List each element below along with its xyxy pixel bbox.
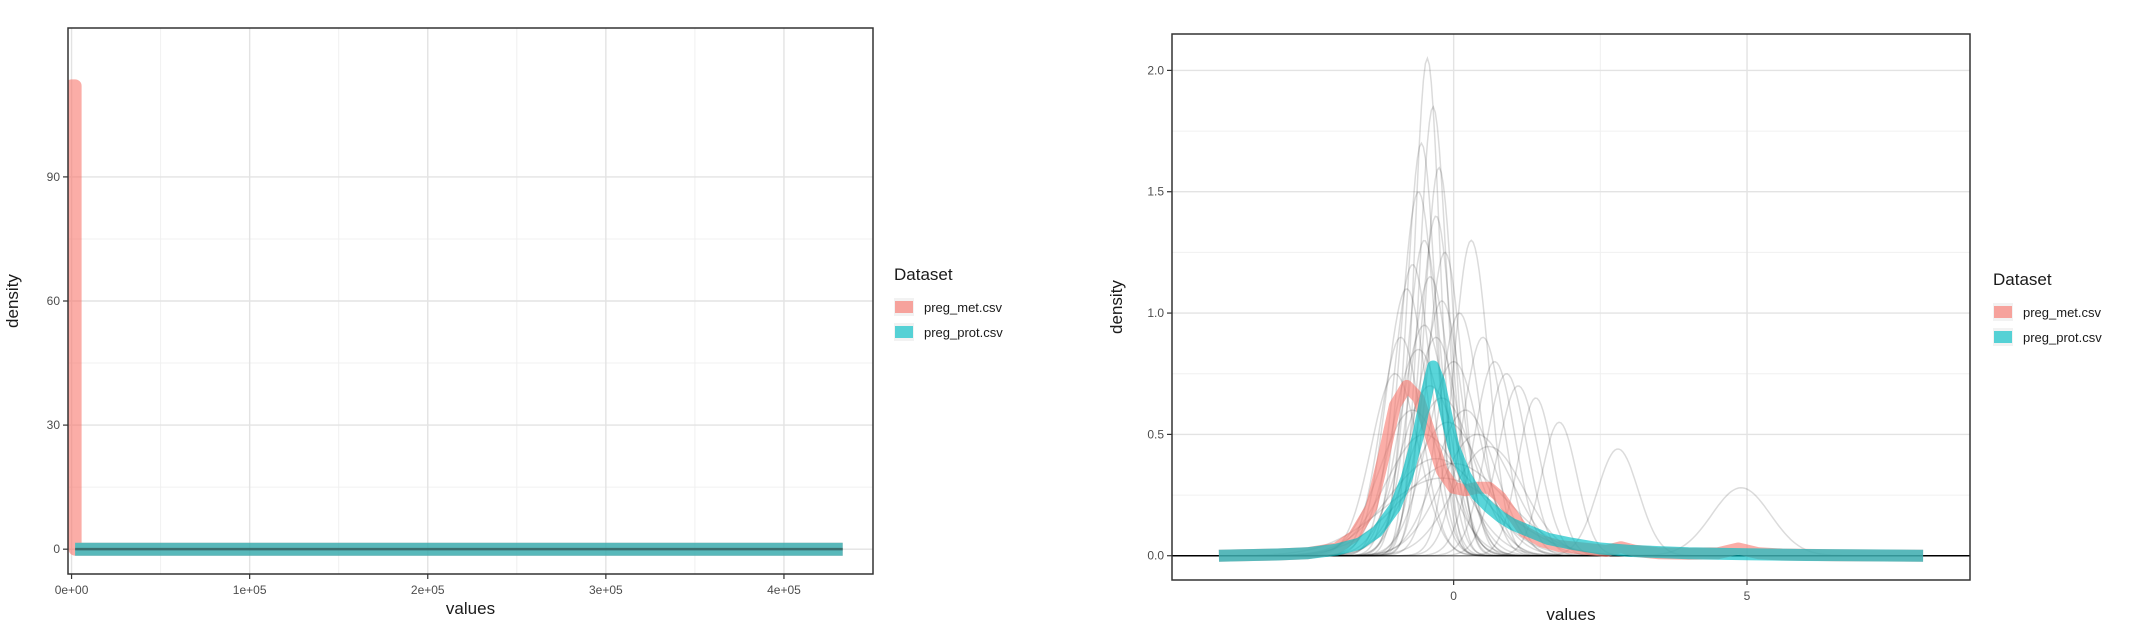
legend-title: Dataset [1993, 270, 2052, 289]
legend-label: preg_prot.csv [2023, 330, 2102, 345]
y-axis-title: density [1107, 280, 1126, 334]
x-tick-label: 4e+05 [767, 583, 801, 597]
x-axis-title: values [1546, 605, 1595, 624]
plot-area [1172, 55, 1970, 562]
x-tick-label: 5 [1744, 589, 1751, 603]
y-tick-label: 0 [53, 542, 60, 556]
legend-title: Dataset [894, 265, 953, 284]
legend: Dataset preg_met.csv preg_prot.csv [894, 265, 1003, 341]
x-tick-label: 3e+05 [589, 583, 623, 597]
x-tick-label: 0e+00 [55, 583, 89, 597]
plot-area [68, 79, 843, 556]
legend-label: preg_met.csv [2023, 305, 2102, 320]
legend-label: preg_prot.csv [924, 325, 1003, 340]
x-tick-label: 1e+05 [233, 583, 267, 597]
plot-border [1171, 33, 1971, 581]
y-axis-title: density [3, 274, 22, 328]
legend-label: preg_met.csv [924, 300, 1003, 315]
legend: Dataset preg_met.csv preg_prot.csv [1993, 270, 2102, 346]
y-tick-label: 1.0 [1147, 306, 1164, 320]
y-tick-label: 30 [47, 418, 61, 432]
series-line-preg_prot.csv [1218, 360, 1924, 562]
y-tick-label: 1.5 [1147, 185, 1164, 199]
x-tick-label: 2e+05 [411, 583, 445, 597]
y-tick-label: 0.0 [1147, 549, 1164, 563]
y-tick-label: 0.5 [1147, 427, 1164, 441]
chart-panel-2: 0 5 0.0 0.5 1.0 1.5 2.0 values density Dataset pre… [1107, 33, 2102, 624]
x-axis-title: values [446, 599, 495, 618]
y-tick-label: 2.0 [1147, 63, 1164, 77]
x-tick-label: 0 [1450, 589, 1457, 603]
chart-panel-1: 0e+00 1e+05 2e+05 3e+05 4e+05 0 30 60 90 values de… [3, 27, 1003, 618]
y-tick-label: 60 [47, 294, 61, 308]
plot-background [1172, 34, 1970, 580]
y-tick-label: 90 [47, 170, 61, 184]
